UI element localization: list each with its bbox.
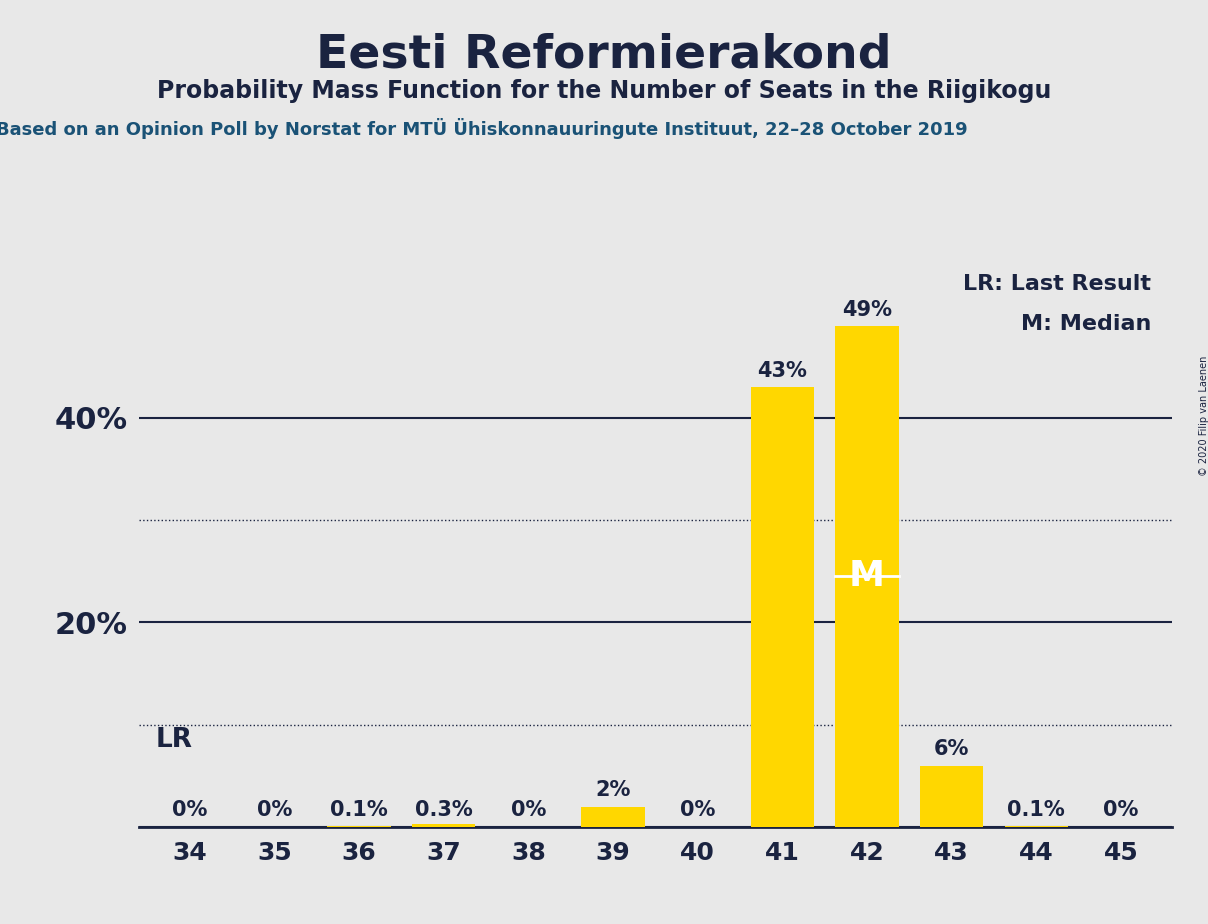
Bar bbox=[581, 807, 645, 827]
Text: 0%: 0% bbox=[1103, 800, 1139, 820]
Text: 0.3%: 0.3% bbox=[414, 800, 472, 820]
Text: 0%: 0% bbox=[511, 800, 546, 820]
Text: Based on an Opinion Poll by Norstat for MTÜ Ühiskonnauuringute Instituut, 22–28 : Based on an Opinion Poll by Norstat for … bbox=[0, 118, 968, 140]
Text: M: M bbox=[849, 559, 885, 593]
Bar bbox=[1005, 826, 1068, 827]
Text: 0%: 0% bbox=[680, 800, 715, 820]
Text: 0.1%: 0.1% bbox=[1007, 800, 1065, 820]
Text: 2%: 2% bbox=[596, 781, 631, 800]
Text: M: Median: M: Median bbox=[1021, 314, 1151, 334]
Text: Eesti Reformierakond: Eesti Reformierakond bbox=[316, 32, 892, 78]
Bar bbox=[920, 766, 983, 827]
Bar bbox=[412, 824, 476, 827]
Text: 6%: 6% bbox=[934, 739, 969, 760]
Text: © 2020 Filip van Laenen: © 2020 Filip van Laenen bbox=[1200, 356, 1208, 476]
Text: Probability Mass Function for the Number of Seats in the Riigikogu: Probability Mass Function for the Number… bbox=[157, 79, 1051, 103]
Text: 49%: 49% bbox=[842, 299, 892, 320]
Bar bbox=[835, 326, 899, 827]
Text: LR: Last Result: LR: Last Result bbox=[963, 274, 1151, 294]
Text: 0%: 0% bbox=[256, 800, 292, 820]
Bar bbox=[750, 387, 814, 827]
Text: 0.1%: 0.1% bbox=[330, 800, 388, 820]
Text: LR: LR bbox=[156, 727, 193, 753]
Text: 0%: 0% bbox=[172, 800, 208, 820]
Text: 43%: 43% bbox=[757, 361, 807, 381]
Bar bbox=[327, 826, 390, 827]
